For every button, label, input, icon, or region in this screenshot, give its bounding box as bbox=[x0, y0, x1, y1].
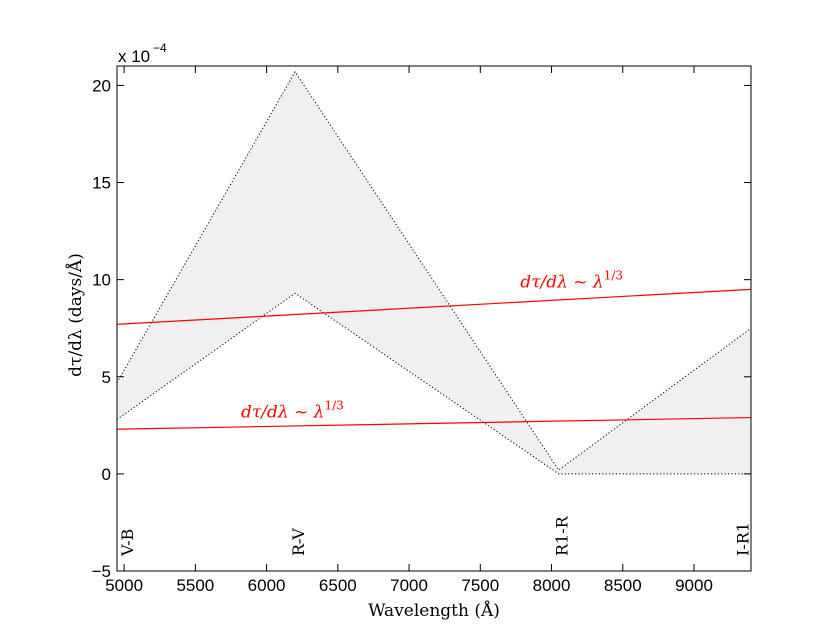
x-tick-label: 5500 bbox=[176, 576, 214, 595]
x-tick-label: 6000 bbox=[248, 576, 286, 595]
band-label-2: R-V bbox=[289, 528, 308, 556]
y-axis-title: dτ/dλ (days/Å) bbox=[65, 253, 86, 377]
x-tick-label: 5000 bbox=[105, 576, 143, 595]
band-label-group: V-B R-V R1-R I-R1 bbox=[118, 515, 752, 557]
shaded-lower-edge bbox=[116, 292, 751, 475]
exponent-base: x 10 bbox=[118, 47, 150, 66]
x-tick-label: 8000 bbox=[533, 576, 571, 595]
annotation-1: dτ/dλ ~ λ1/3 bbox=[520, 268, 623, 292]
annotation-2: dτ/dλ ~ λ1/3 bbox=[241, 399, 344, 423]
x-axis-title: Wavelength (Å) bbox=[368, 600, 500, 621]
x-tick-label: 8500 bbox=[604, 576, 642, 595]
exponent-power: −4 bbox=[153, 41, 167, 55]
x-tick-label: 7500 bbox=[461, 576, 499, 595]
band-label-3: R1-R bbox=[553, 515, 572, 556]
series-line-1 bbox=[116, 288, 752, 325]
y-tick-label: −5 bbox=[92, 562, 111, 581]
y-tick-label: 20 bbox=[92, 76, 111, 95]
axes bbox=[116, 65, 752, 572]
exponent-label: x 10 −4 bbox=[118, 41, 167, 66]
x-tick-label: 6500 bbox=[319, 576, 357, 595]
x-tick-label: 9000 bbox=[675, 576, 713, 595]
series-group bbox=[116, 288, 752, 430]
x-tick-label: 7000 bbox=[390, 576, 428, 595]
y-tick-label: 15 bbox=[92, 174, 111, 193]
plot-area bbox=[116, 70, 752, 475]
band-label-1: V-B bbox=[118, 529, 137, 557]
y-tick-label: 10 bbox=[92, 271, 111, 290]
shaded-region bbox=[117, 71, 751, 474]
axes-box bbox=[116, 65, 752, 572]
y-tick-label: 5 bbox=[102, 368, 111, 387]
tick-labels: 5000 5500 6000 6500 7000 7500 8000 8500 9000 −5 0 5… bbox=[92, 76, 713, 595]
y-tick-label: 0 bbox=[102, 465, 111, 484]
band-label-4: I-R1 bbox=[733, 522, 752, 556]
series-line-2 bbox=[116, 416, 752, 430]
